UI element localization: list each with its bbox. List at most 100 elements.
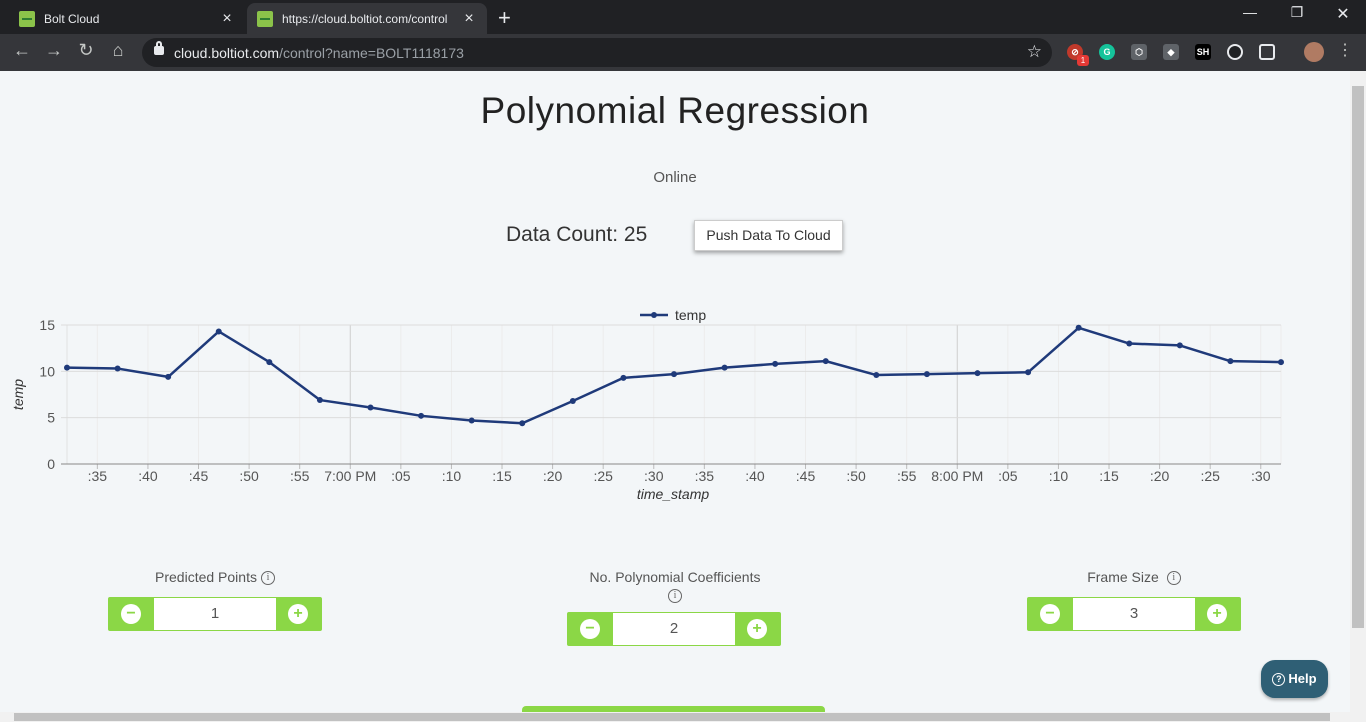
x-tick-label: :40 bbox=[138, 468, 158, 484]
x-tick-label: :15 bbox=[492, 468, 512, 484]
temp-data-point bbox=[215, 328, 222, 335]
push-data-button[interactable]: Push Data To Cloud bbox=[694, 220, 843, 251]
info-icon[interactable]: i bbox=[1166, 571, 1181, 586]
x-tick-label: :30 bbox=[1251, 468, 1271, 484]
tab-control[interactable]: https://cloud.boltiot.com/control × bbox=[247, 3, 487, 34]
wallet-extension-icon[interactable]: ◆ bbox=[1163, 44, 1179, 60]
predicted-points-stepper: − 1 + bbox=[108, 597, 322, 631]
forward-arrow-icon[interactable]: → bbox=[45, 40, 63, 60]
temp-data-point bbox=[64, 364, 70, 371]
tab-strip: Bolt Cloud × https://cloud.boltiot.com/c… bbox=[0, 0, 1366, 34]
vertical-scroll-thumb[interactable] bbox=[1352, 86, 1364, 628]
x-tick-label: :45 bbox=[189, 468, 209, 484]
predicted-points-label: Predicted Points i bbox=[108, 569, 322, 586]
picture-in-picture-icon[interactable] bbox=[1259, 44, 1275, 60]
help-button[interactable]: ? Help bbox=[1261, 660, 1328, 698]
x-axis-title: time_stamp bbox=[637, 486, 710, 502]
menu-kebab-icon[interactable]: ⋮ bbox=[1337, 42, 1353, 59]
temp-data-point bbox=[316, 397, 323, 404]
polynomial-coefficients-stepper: − 2 + bbox=[567, 612, 781, 646]
home-icon[interactable]: ⌂ bbox=[112, 40, 124, 60]
temp-data-point bbox=[1278, 359, 1284, 366]
x-tick-label: :30 bbox=[644, 468, 664, 484]
temp-data-point bbox=[519, 420, 526, 427]
x-tick-label: :45 bbox=[796, 468, 816, 484]
minus-circle-icon[interactable]: − bbox=[580, 619, 600, 639]
legend-swatch-point bbox=[651, 312, 657, 318]
tab-title: Bolt Cloud bbox=[44, 11, 100, 26]
predicted-points-input[interactable]: 1 bbox=[154, 598, 276, 630]
x-tick-label: :20 bbox=[543, 468, 563, 484]
info-icon[interactable]: i bbox=[668, 588, 682, 603]
temp-data-point bbox=[418, 412, 425, 419]
new-tab-plus-icon[interactable]: + bbox=[498, 5, 511, 30]
github-icon[interactable] bbox=[1227, 44, 1243, 60]
temp-data-point bbox=[721, 364, 728, 371]
sh-extension-icon[interactable]: SH bbox=[1195, 44, 1211, 60]
temp-data-point bbox=[671, 371, 677, 378]
y-tick-label: 0 bbox=[47, 456, 55, 472]
y-axis-title: temp bbox=[10, 379, 26, 410]
minus-circle-icon[interactable]: − bbox=[121, 604, 141, 624]
plus-circle-icon[interactable]: + bbox=[747, 619, 767, 639]
x-tick-label: :20 bbox=[1150, 468, 1170, 484]
window-close-icon[interactable]: ✕ bbox=[1336, 6, 1350, 23]
temp-data-point bbox=[620, 374, 627, 381]
plus-circle-icon[interactable]: + bbox=[1207, 604, 1227, 624]
help-question-icon: ? bbox=[1272, 673, 1286, 686]
tab-title: https://cloud.boltiot.com/control bbox=[282, 11, 448, 26]
horizontal-scroll-thumb[interactable] bbox=[14, 713, 1330, 721]
x-tick-label: :05 bbox=[391, 468, 411, 484]
temp-data-point bbox=[367, 404, 374, 411]
frame-size-stepper: − 3 + bbox=[1027, 597, 1241, 631]
x-tick-label: :25 bbox=[1200, 468, 1220, 484]
lock-icon bbox=[154, 41, 164, 55]
grammarly-icon[interactable]: G bbox=[1099, 44, 1115, 60]
x-tick-label: :05 bbox=[998, 468, 1018, 484]
x-tick-label: 8:00 PM bbox=[931, 468, 983, 484]
x-tick-label: :40 bbox=[745, 468, 765, 484]
reload-icon[interactable]: ↻ bbox=[78, 40, 94, 60]
temp-data-point bbox=[266, 359, 273, 366]
x-tick-label: :55 bbox=[897, 468, 917, 484]
legend-label: temp bbox=[675, 307, 706, 323]
x-tick-label: :10 bbox=[442, 468, 462, 484]
device-status: Online bbox=[653, 169, 697, 186]
temp-data-point bbox=[1075, 324, 1082, 331]
y-tick-label: 10 bbox=[39, 363, 55, 379]
tab-close-icon[interactable]: × bbox=[464, 9, 474, 27]
y-tick-label: 5 bbox=[47, 410, 55, 426]
tab-bolt-cloud[interactable]: Bolt Cloud × bbox=[9, 3, 245, 34]
temp-data-point bbox=[1227, 358, 1234, 365]
browser-toolbar: ← → ↻ ⌂ cloud.boltiot.com/control?name=B… bbox=[0, 34, 1366, 71]
profile-avatar[interactable] bbox=[1304, 42, 1324, 62]
extension-badge: 1 bbox=[1077, 55, 1089, 66]
temp-data-point bbox=[873, 372, 880, 379]
x-tick-label: :25 bbox=[593, 468, 613, 484]
bolt-favicon-icon bbox=[19, 10, 35, 27]
frame-size-input[interactable]: 3 bbox=[1073, 598, 1195, 630]
temp-data-point bbox=[165, 373, 172, 380]
x-tick-label: 7:00 PM bbox=[324, 468, 376, 484]
temp-data-point bbox=[822, 358, 829, 365]
temperature-line-chart: :35:40:45:50:55 7:00 PM:05:10:15:20:25:30… bbox=[10, 307, 1284, 502]
page-title: Polynomial Regression bbox=[480, 90, 870, 131]
tab-close-icon[interactable]: × bbox=[222, 9, 232, 27]
minus-circle-icon[interactable]: − bbox=[1040, 604, 1060, 624]
cube-extension-icon[interactable]: ⬡ bbox=[1131, 44, 1147, 60]
info-icon[interactable]: i bbox=[260, 571, 275, 586]
x-tick-label: :55 bbox=[290, 468, 310, 484]
address-bar[interactable]: cloud.boltiot.com/control?name=BOLT11181… bbox=[142, 38, 1052, 67]
back-arrow-icon[interactable]: ← bbox=[13, 40, 31, 60]
x-tick-label: :35 bbox=[695, 468, 715, 484]
temp-data-point bbox=[468, 417, 475, 424]
y-tick-label: 15 bbox=[39, 317, 55, 333]
temp-data-point bbox=[114, 365, 121, 372]
x-tick-label: :15 bbox=[1099, 468, 1119, 484]
plus-circle-icon[interactable]: + bbox=[288, 604, 308, 624]
polynomial-coefficients-input[interactable]: 2 bbox=[613, 613, 735, 645]
submit-button-partial[interactable] bbox=[522, 706, 825, 714]
minimize-icon[interactable]: — bbox=[1243, 4, 1257, 20]
restore-icon[interactable]: ❐ bbox=[1290, 4, 1304, 20]
bookmark-star-icon[interactable]: ☆ bbox=[1026, 42, 1042, 61]
